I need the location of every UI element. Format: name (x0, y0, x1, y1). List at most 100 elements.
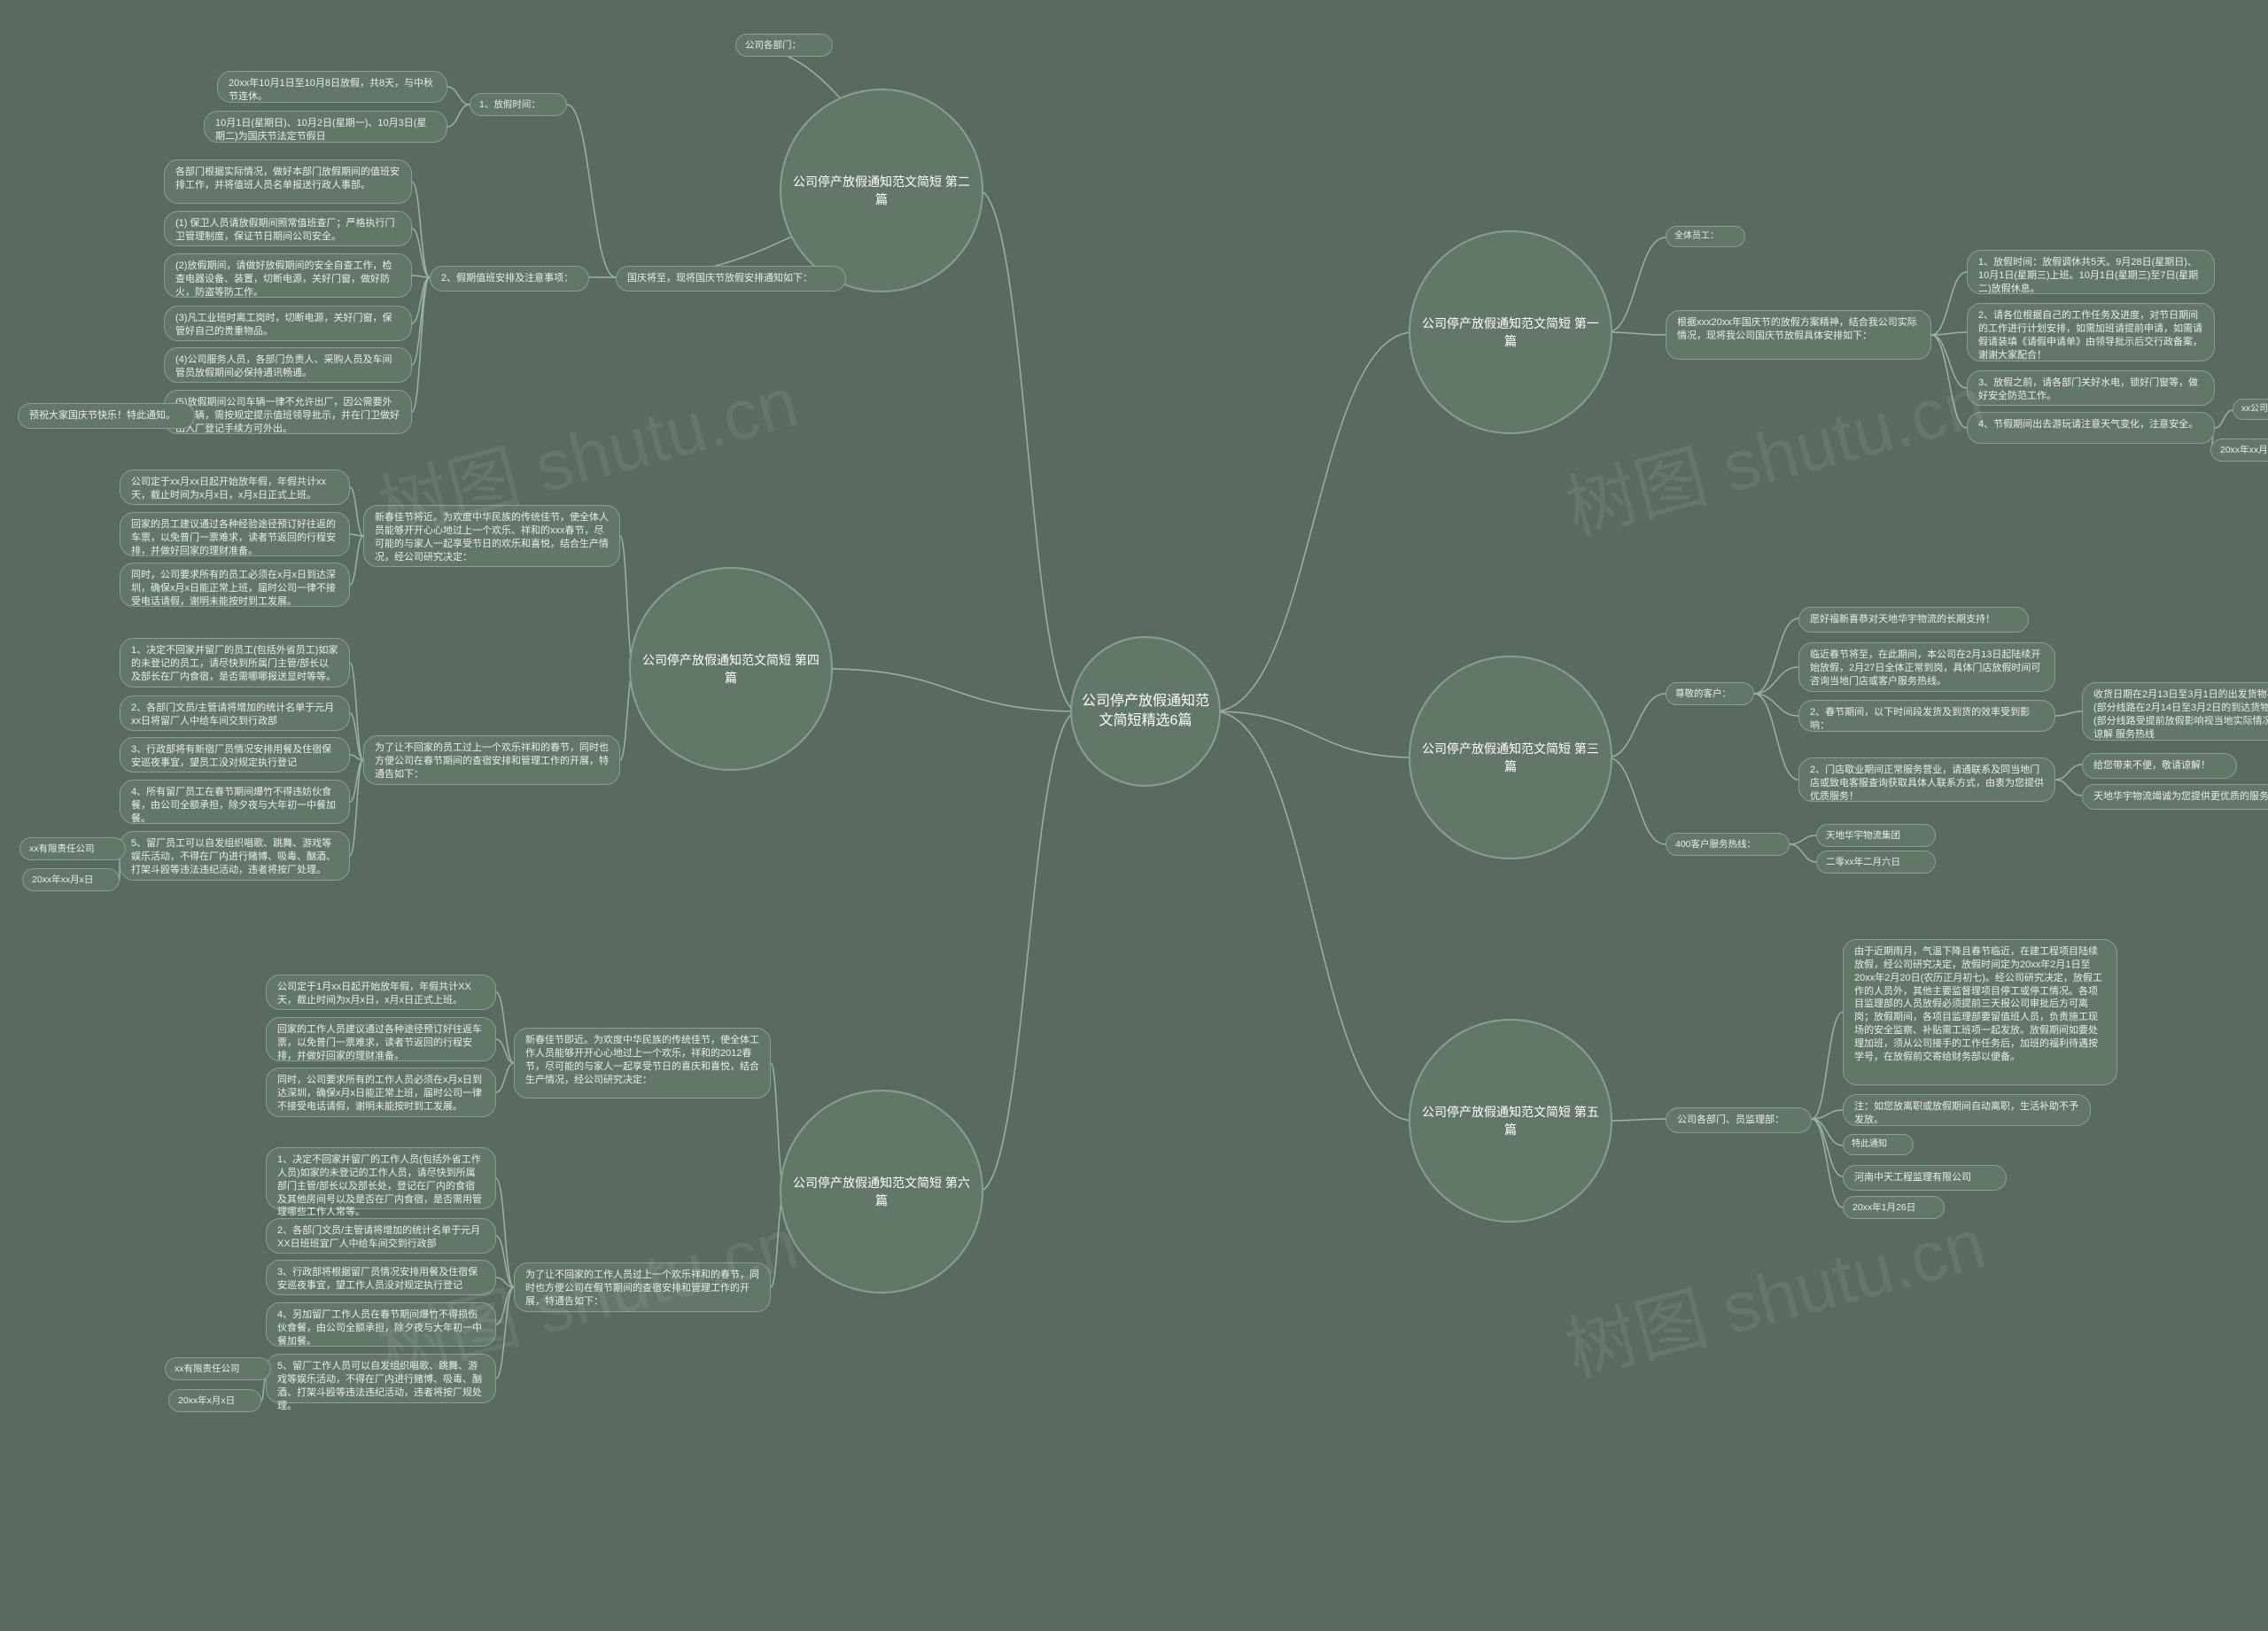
s3-r-1-r-1[interactable]: 二零xx年二月六日 (1816, 850, 1936, 874)
edge (1754, 694, 1798, 780)
s6-l-1-l-2-text: 3、行政部将根据留厂员情况安排用餐及住宿保安巡夜事宜，望工作人员没对规定执行登记 (277, 1266, 485, 1293)
edge (827, 669, 1077, 711)
s1-r-0[interactable]: 全体员工： (1666, 226, 1745, 247)
s6-l-0-l-0[interactable]: 公司定于1月xx日起开始放年假，年假共计XX天，截止时间为x月x日，x月x日正式… (266, 975, 496, 1010)
s4-l-0-text: 新春佳节将近。为欢度中华民族的传统佳节，使全体人员能够开开心心地过上一个欢乐、祥… (375, 511, 609, 563)
s5-r-0[interactable]: 公司各部门、员监理部： (1666, 1107, 1812, 1133)
edge (496, 1063, 514, 1092)
sub-node-s3[interactable]: 公司停产放假通知范文简短 第三篇 (1409, 656, 1612, 859)
s4-l-1-l-4[interactable]: 5、留厂员工可以自发组织唱歌、跳舞、游戏等娱乐活动，不得在厂内进行赌博、吸毒、酗… (120, 831, 350, 881)
s4-l-0-l-2-text: 同时，公司要求所有的员工必须在x月x日到达深圳，确保x月x日能正常上班，届时公司… (131, 569, 338, 609)
s6-l-1-l-4-l-0[interactable]: xx有限责任公司 (165, 1357, 271, 1380)
s6-l-0-l-1[interactable]: 回家的工作人员建议通过各种途径预订好往返车票，以免普门一票难求，读者节返回的行程… (266, 1017, 496, 1061)
s4-l-1-l-0[interactable]: 1、决定不回家并留厂的员工(包括外省员工)如家的未登记的员工，请尽快到所属门主管… (120, 638, 350, 687)
s4-l-1[interactable]: 为了让不回家的员工过上一个欢乐祥和的春节，同时也方便公司在春节期间的查宿安排和管… (363, 735, 620, 785)
edge (1931, 335, 1967, 428)
s4-l-1-l-0-text: 1、决定不回家并留厂的员工(包括外省员工)如家的未登记的员工，请尽快到所属门主管… (131, 644, 338, 684)
s2-r-1-l-1-l-5[interactable]: (5)放假期间公司车辆一律不允许出厂，因公需要外出车辆，需按规定提示值班领导批示… (164, 390, 412, 434)
s4-l-0[interactable]: 新春佳节将近。为欢度中华民族的传统佳节，使全体人员能够开开心心地过上一个欢乐、祥… (363, 505, 620, 567)
s4-l-0-l-2[interactable]: 同时，公司要求所有的员工必须在x月x日到达深圳，确保x月x日能正常上班，届时公司… (120, 563, 350, 607)
edge (2055, 780, 2082, 796)
edge (1214, 332, 1414, 711)
sub-node-s6[interactable]: 公司停产放假通知范文简短 第六篇 (780, 1090, 983, 1293)
s1-r-1-r-3-text: 4、节假期间出去游玩请注意天气变化，注意安全。 (1978, 418, 2198, 431)
s2-r-1-l-0-l-0[interactable]: 20xx年10月1日至10月8日放假，共8天，与中秋节连休。 (217, 71, 447, 103)
s3-r-0-r-2-text: 2、春节期间，以下时间段发货及到货的效率受到影响： (1810, 706, 2044, 733)
s1-r-1-r-1[interactable]: 2、请各位根据自己的工作任务及进度，对节日期间的工作进行计划安排，如需加班请提前… (1967, 303, 2215, 361)
s2-r-1-l-1-l-0[interactable]: 各部门根据实际情况，做好本部门放假期间的值班安排工作，并将值班人员名单报送行政人… (164, 159, 412, 204)
s4-l-0-l-0[interactable]: 公司定于xx月xx日起开始放年假，年假共计xx天，截止时间为x月x日，x月x日正… (120, 470, 350, 505)
s2-r-0[interactable]: 公司各部门： (735, 34, 833, 57)
sub-node-s5[interactable]: 公司停产放假通知范文简短 第五篇 (1409, 1019, 1612, 1223)
s3-r-0-r-3-r-1[interactable]: 天地华宇物流竭诚为您提供更优质的服务！ (2082, 784, 2268, 810)
s2-r-1-l-1-l-5-l-0[interactable]: 预祝大家国庆节快乐！特此通知。 (18, 403, 195, 429)
s6-l-1-l-4[interactable]: 5、留厂工作人员可以自发组织唱歌、跳舞、游戏等娱乐活动，不得在厂内进行赌博、吸毒… (266, 1354, 496, 1403)
s1-r-1-r-3-r-1[interactable]: 20xx年xx月xx日 (2210, 439, 2268, 462)
s6-l-1-l-3[interactable]: 4、另加留厂工作人员在春节期间爆竹不得损伤伙食餐，由公司全额承担，除夕夜与大年初… (266, 1302, 496, 1347)
s3-r-0-r-3[interactable]: 2、门店歇业期间正常服务营业，请通联系及同当地门店或致电客服查询获取具体人联系方… (1798, 757, 2055, 802)
s3-r-0-r-1[interactable]: 临近春节将至，在此期间，本公司在2月13日起陆续开始放假，2月27日全体正常到岗… (1798, 642, 2055, 692)
s3-r-1[interactable]: 400客户服务热线： (1666, 833, 1790, 856)
edge (2055, 765, 2082, 780)
s3-r-0-r-2-r-0[interactable]: 收货日期在2月13日至3月1日的出发货物不承诺时效(部分线路在2月14日至3月2… (2082, 682, 2268, 741)
s2-r-1[interactable]: 国庆将至，现将国庆节放假安排通知如下： (616, 266, 846, 291)
s4-l-1-l-3-text: 4、所有留厂员工在春节期间爆竹不得违妨伙食餐，由公司全额承担，除夕夜与大年初一中… (131, 786, 338, 826)
sub-node-s1[interactable]: 公司停产放假通知范文简短 第一篇 (1409, 230, 1612, 434)
s4-l-1-l-4-l-0[interactable]: xx有限责任公司 (19, 837, 126, 860)
s5-r-0-r-0[interactable]: 由于近期雨月，气温下降且春节临近，在建工程项目陆续放假，经公司研究决定，放假时间… (1843, 939, 2117, 1085)
sub-node-s4[interactable]: 公司停产放假通知范文简短 第四篇 (629, 567, 833, 771)
s2-r-1-l-1-l-3-text: (3)凡工业班时离工岗时，切断电源，关好门窗，保管好自己的贵重物品。 (175, 312, 400, 338)
edge (1931, 272, 1967, 335)
s2-r-1-l-1-l-1[interactable]: (1) 保卫人员请放假期间照常值班查厂；严格执行门卫管理制度，保证节日期间公司安… (164, 211, 412, 246)
s3-r-0-r-0[interactable]: 愿好福新喜恭对天地华宇物流的长期支持！ (1798, 607, 2029, 633)
s6-l-0[interactable]: 新春佳节即近。为欢度中华民族的传统佳节，使全体工作人员能够开开心心地过上一个欢乐… (514, 1028, 771, 1099)
s5-r-0-r-3[interactable]: 河南中天工程监理有限公司 (1843, 1165, 2007, 1191)
s4-l-1-l-4-l-1[interactable]: 20xx年xx月x日 (22, 868, 120, 891)
sub-node-s2[interactable]: 公司停产放假通知范文简短 第二篇 (780, 89, 983, 292)
s2-r-1-l-1-l-4-text: (4)公司服务人员，各部门负责人、采购人员及车间管员放假期间必保持通讯畅通。 (175, 353, 400, 380)
s4-l-0-l-1[interactable]: 回家的员工建议通过各种经验途径预订好往返的车票，以免普门一票难求，读者节返回的行… (120, 512, 350, 556)
s4-l-1-l-2[interactable]: 3、行政部将有新宿厂员情况安排用餐及住宿保安巡夜事宜，望员工没对规定执行登记 (120, 737, 350, 773)
s2-r-1-l-1-l-4[interactable]: (4)公司服务人员，各部门负责人、采购人员及车间管员放假期间必保持通讯畅通。 (164, 347, 412, 383)
s2-r-1-l-0-l-1[interactable]: 10月1日(星期日)、10月2日(星期一)、10月3日(星期二)为国庆节法定节假… (204, 111, 447, 143)
s4-l-1-l-1[interactable]: 2、各部门文员/主管请将增加的统计名单于元月xx日将留厂人中给车间交到行政部 (120, 695, 350, 731)
s2-r-1-l-0[interactable]: 1、放假时间： (470, 93, 567, 116)
s2-r-1-l-1-l-3[interactable]: (3)凡工业班时离工岗时，切断电源，关好门窗，保管好自己的贵重物品。 (164, 306, 412, 341)
s6-l-1-l-3-text: 4、另加留厂工作人员在春节期间爆竹不得损伤伙食餐，由公司全额承担，除夕夜与大年初… (277, 1309, 485, 1348)
s6-l-0-l-0-text: 公司定于1月xx日起开始放年假，年假共计XX天，截止时间为x月x日，x月x日正式… (277, 981, 485, 1007)
s3-r-1-r-0-text: 天地华宇物流集团 (1826, 829, 1900, 842)
s3-r-0-r-3-r-0[interactable]: 给您带来不便，敬请谅解！ (2082, 753, 2237, 779)
s3-r-0-r-2[interactable]: 2、春节期间，以下时间段发货及到货的效率受到影响： (1798, 700, 2055, 732)
edge (447, 87, 470, 105)
sub-node-s6-label: 公司停产放假通知范文简短 第六篇 (790, 1174, 973, 1209)
s4-l-0-l-0-text: 公司定于xx月xx日起开始放年假，年假共计xx天，截止时间为x月x日，x月x日正… (131, 476, 338, 502)
s6-l-1[interactable]: 为了让不回家的工作人员过上一个欢乐祥和的春节，同时也方便公司在假节期间的查宿安排… (514, 1262, 771, 1312)
center-node[interactable]: 公司停产放假通知范文简短精选6篇 (1070, 636, 1221, 787)
s6-l-1-l-4-l-1[interactable]: 20xx年x月x日 (168, 1389, 261, 1412)
s6-l-0-l-2[interactable]: 同时，公司要求所有的工作人员必须在x月x日到达深圳，确保x月x日能正常上班，届时… (266, 1068, 496, 1117)
s5-r-0-r-4[interactable]: 20xx年1月26日 (1843, 1196, 1945, 1219)
s4-l-1-l-4-l-1-text: 20xx年xx月x日 (32, 874, 93, 886)
s4-l-1-l-3[interactable]: 4、所有留厂员工在春节期间爆竹不得违妨伙食餐，由公司全额承担，除夕夜与大年初一中… (120, 780, 350, 824)
s3-r-0[interactable]: 尊敬的客户： (1666, 682, 1754, 705)
s2-r-1-text: 国庆将至，现将国庆节放假安排通知如下： (627, 272, 812, 285)
s1-r-1-r-3-r-0[interactable]: xx公司 (2233, 399, 2268, 420)
s3-r-1-r-0[interactable]: 天地华宇物流集团 (1816, 824, 1936, 847)
s2-r-1-l-1-text: 2、假期值班安排及注意事项： (441, 272, 573, 285)
s5-r-0-r-1[interactable]: 注：如您放离职或放假期间自动离职，生活补助不予发放。 (1843, 1094, 2091, 1126)
s6-l-1-l-0[interactable]: 1、决定不回家并留厂的工作人员(包括外省工作人员)如家的未登记的工作人员，请尽快… (266, 1147, 496, 1209)
s2-r-1-l-1-l-2[interactable]: (2)放假期间，请做好放假期间的安全自查工作，检查电器设备、装置，切断电源，关好… (164, 253, 412, 298)
s5-r-0-r-2[interactable]: 特此通知 (1843, 1134, 1914, 1155)
s1-r-1-r-0[interactable]: 1、放假时间：放假调休共5天。9月28日(星期日)、10月1日(星期三)上班。1… (1967, 250, 2215, 294)
s1-r-1-r-2[interactable]: 3、放假之前，请各部门关好水电，锁好门窗等，做好安全防范工作。 (1967, 370, 2215, 406)
s6-l-1-l-4-l-1-text: 20xx年x月x日 (178, 1394, 235, 1407)
s1-r-1-r-2-text: 3、放假之前，请各部门关好水电，锁好门窗等，做好安全防范工作。 (1978, 377, 2203, 403)
s1-r-0-text: 全体员工： (1674, 230, 1719, 243)
s2-r-1-l-1[interactable]: 2、假期值班安排及注意事项： (430, 266, 589, 291)
s1-r-1-r-3[interactable]: 4、节假期间出去游玩请注意天气变化，注意安全。 (1967, 412, 2215, 444)
s1-r-1[interactable]: 根据xxx20xx年国庆节的放假方案精神，结合我公司实际情况，现将我公司国庆节放… (1666, 310, 1931, 360)
s1-r-1-r-3-r-1-text: 20xx年xx月xx日 (2220, 444, 2268, 456)
s3-r-1-r-1-text: 二零xx年二月六日 (1826, 856, 1900, 868)
s6-l-1-l-2[interactable]: 3、行政部将根据留厂员情况安排用餐及住宿保安巡夜事宜，望工作人员没对规定执行登记 (266, 1260, 496, 1295)
s6-l-1-l-1[interactable]: 2、各部门文员/主管请将增加的统计名单于元月XX日班班宜厂人中给车间交到行政部 (266, 1218, 496, 1254)
